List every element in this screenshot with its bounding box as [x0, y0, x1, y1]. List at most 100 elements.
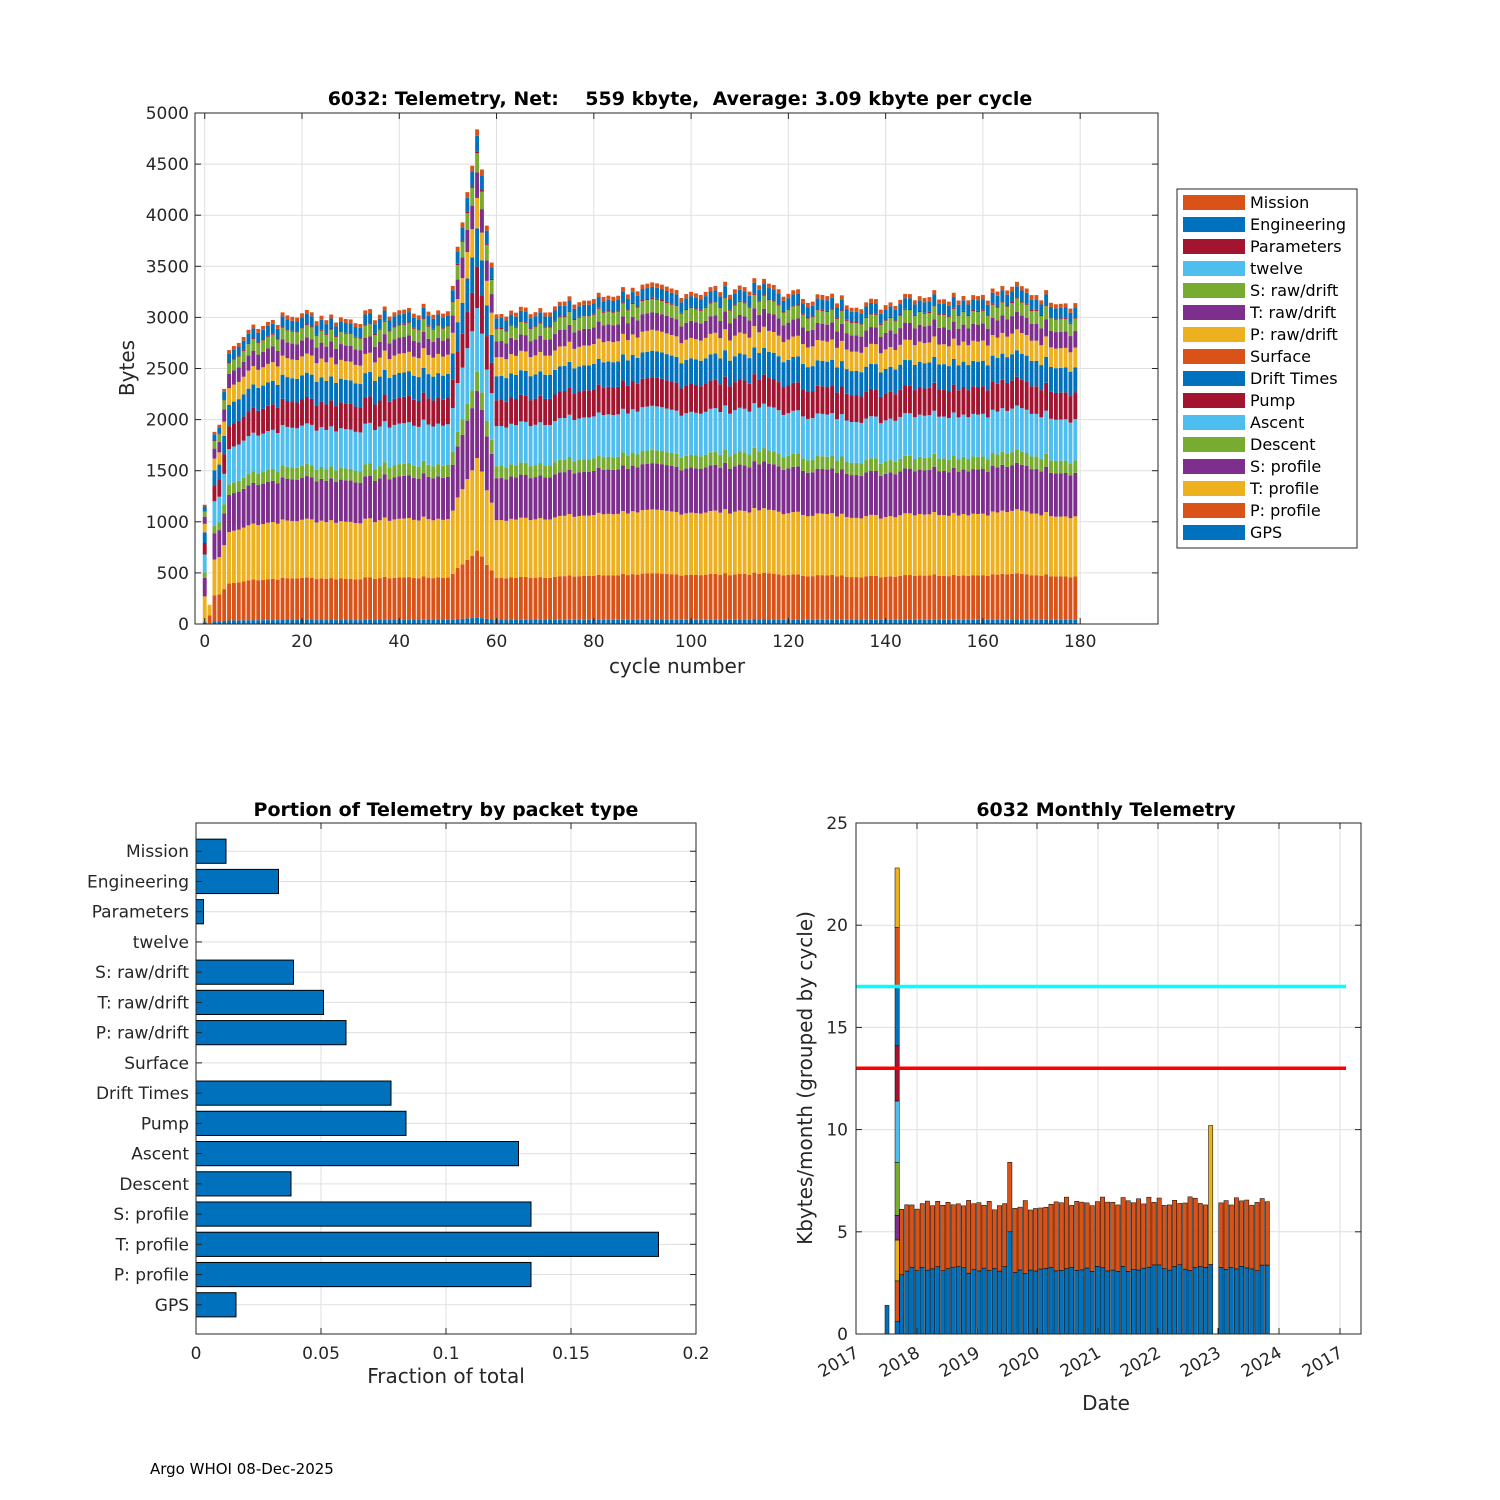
bar-segment: [285, 315, 290, 320]
bar-segment: [217, 557, 222, 595]
bar-segment: [426, 326, 431, 339]
bar-segment: [873, 313, 878, 315]
bar-segment: [445, 424, 450, 465]
bar-segment: [290, 620, 295, 624]
bar-segment: [441, 313, 445, 318]
bar-segment: [1044, 511, 1049, 575]
bar-segment: [898, 515, 903, 576]
top-title: 6032: Telemetry, Net: 559 kbyte, Average…: [328, 88, 1033, 110]
bar-segment: [762, 295, 766, 309]
bar-segment: [930, 1268, 935, 1335]
bar-segment: [674, 290, 679, 295]
bar-segment: [762, 448, 766, 462]
bar-segment: [805, 576, 810, 620]
bar-segment: [917, 361, 922, 388]
cycle-bar: [694, 293, 698, 624]
bar-segment: [762, 508, 766, 573]
bar-segment: [377, 478, 382, 521]
cycle-bar: [640, 284, 645, 624]
bar-segment: [591, 344, 596, 365]
month-bar: [971, 1203, 977, 1335]
bar-segment: [917, 619, 922, 624]
bar-segment: [776, 293, 781, 305]
bar-segment: [1015, 573, 1019, 620]
bar-segment: [480, 409, 484, 472]
month-bar: [1120, 1197, 1126, 1335]
bar-segment: [295, 402, 300, 429]
bar-segment: [484, 244, 489, 261]
bar-segment: [611, 414, 616, 458]
bar-segment: [869, 302, 873, 314]
bar-segment: [621, 510, 625, 575]
bar-segment: [991, 1209, 997, 1269]
bar-segment: [835, 317, 839, 319]
bar-segment: [411, 399, 416, 426]
bar-segment: [883, 349, 888, 369]
bar-segment: [781, 619, 786, 624]
bar-segment: [596, 512, 601, 575]
bar-segment: [557, 418, 562, 460]
bar-segment: [611, 296, 616, 301]
cycle-bar: [1049, 302, 1053, 624]
bar-segment: [329, 341, 334, 358]
bar-segment: [455, 619, 460, 624]
bar-segment: [1259, 1198, 1265, 1266]
bar-segment: [499, 425, 504, 466]
bar-segment: [655, 287, 659, 299]
bar-segment: [669, 574, 674, 620]
bar-segment: [572, 320, 577, 333]
bar-segment: [732, 410, 737, 454]
bar-segment: [917, 324, 922, 342]
bar-segment: [786, 468, 791, 514]
bar-segment: [946, 317, 951, 330]
bar-segment: [314, 321, 319, 326]
bar-segment: [854, 577, 859, 620]
bar-segment: [708, 291, 713, 303]
bar-segment: [674, 466, 679, 512]
bar-segment: [839, 469, 844, 514]
bar-segment: [309, 619, 314, 624]
bar-segment: [509, 310, 514, 315]
bar-segment: [465, 559, 470, 619]
bar-segment: [781, 325, 786, 343]
bar-segment: [946, 459, 951, 473]
bar-segment: [591, 364, 596, 390]
bar-segment: [737, 464, 742, 511]
bar-segment: [222, 421, 227, 436]
bar-segment: [329, 318, 334, 329]
bar-segment: [460, 278, 465, 303]
bar-segment: [908, 575, 912, 620]
bar-segment: [251, 338, 256, 340]
bar-segment: [728, 340, 732, 361]
bar-segment: [280, 312, 285, 317]
bar-segment: [694, 339, 698, 360]
bar-segment: [1029, 575, 1034, 620]
bar-segment: [747, 307, 752, 321]
bar-segment: [421, 348, 426, 368]
bar-segment: [387, 479, 392, 521]
bar-segment: [533, 619, 538, 624]
bar-segment: [407, 395, 411, 423]
bar-segment: [1234, 1197, 1239, 1270]
bar-segment: [222, 454, 227, 474]
bar-segment: [499, 340, 504, 357]
bar-segment: [645, 351, 650, 379]
bar-segment: [1019, 333, 1024, 354]
bar-segment: [961, 575, 966, 620]
bar-segment: [577, 516, 582, 577]
bar-segment: [562, 316, 567, 318]
bar-segment: [236, 381, 241, 400]
bar-segment: [640, 378, 645, 408]
bar-segment: [1208, 1264, 1214, 1335]
bar-segment: [903, 298, 908, 309]
bar-segment: [523, 577, 528, 620]
bar-segment: [387, 620, 392, 624]
bar-segment: [1053, 473, 1058, 517]
bar-segment: [411, 425, 416, 466]
bar-segment: [771, 619, 776, 624]
cycle-bar: [1019, 286, 1024, 624]
bar-segment: [426, 519, 431, 578]
bar-segment: [810, 391, 815, 419]
bar-segment: [514, 312, 518, 317]
